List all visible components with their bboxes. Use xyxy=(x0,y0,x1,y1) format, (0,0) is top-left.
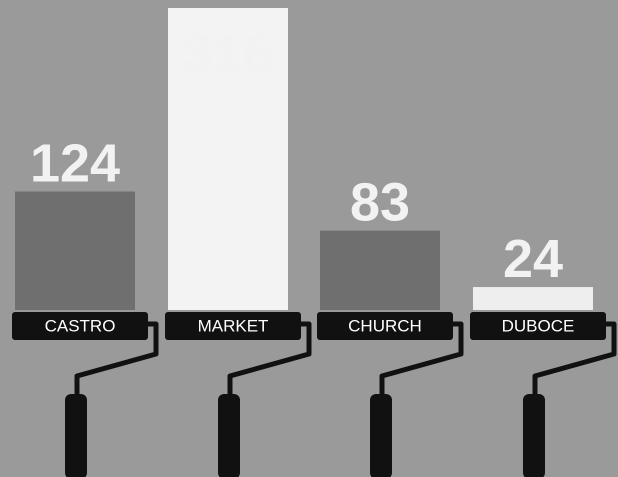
category-label: DUBOCE xyxy=(502,316,575,335)
roller-grip xyxy=(65,394,87,477)
bar xyxy=(473,287,593,310)
bar xyxy=(15,191,135,310)
value-label: 24 xyxy=(503,229,563,289)
roller-grip xyxy=(218,394,240,477)
chart: 124 CASTRO 316 MARKET 83 CHURCH 24 DUBOCE xyxy=(0,0,618,477)
category-label: MARKET xyxy=(198,316,269,335)
roller-grip xyxy=(370,394,392,477)
bar xyxy=(320,231,440,310)
value-label: 316 xyxy=(183,24,273,84)
value-label: 124 xyxy=(30,133,120,193)
category-label: CHURCH xyxy=(348,316,422,335)
value-label: 83 xyxy=(350,173,410,233)
roller-grip xyxy=(523,394,545,477)
category-label: CASTRO xyxy=(45,316,116,335)
